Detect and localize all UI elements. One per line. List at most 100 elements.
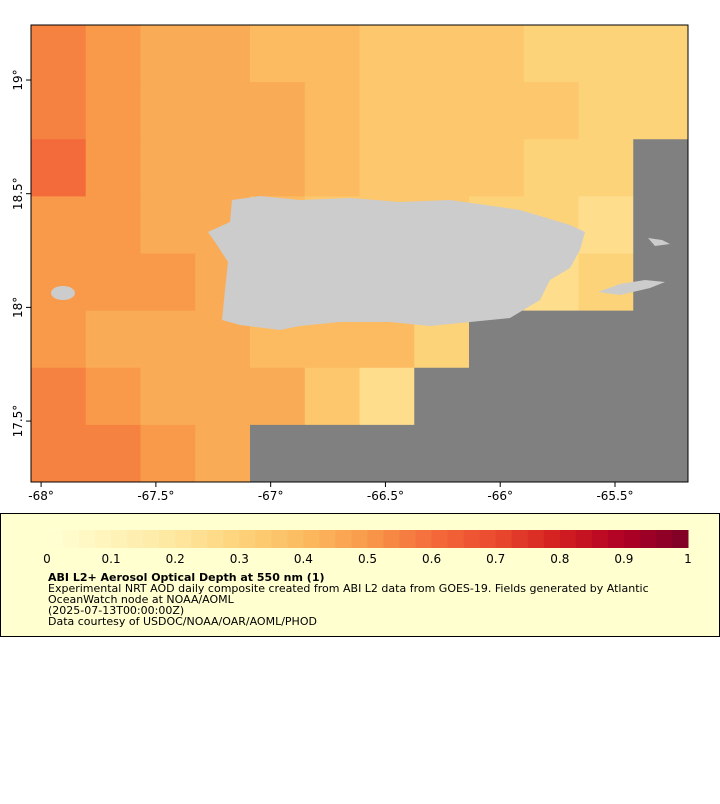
colorbar-step [239, 530, 256, 548]
aod-cell [578, 253, 634, 312]
missing-cell [523, 424, 579, 483]
colorbar-step [255, 530, 272, 548]
colorbar-step [111, 530, 128, 548]
colorbar-step [591, 530, 609, 548]
colorbar-step [351, 530, 368, 548]
aod-cell [414, 25, 470, 83]
colorbar-step [463, 530, 481, 548]
legend-line: (2025-07-13T00:00:00Z) [48, 604, 184, 617]
colorbar-step [447, 530, 465, 548]
aod-cell [140, 139, 196, 197]
aod-cell [85, 253, 141, 312]
colorbar-step [527, 530, 545, 548]
aod-cell [31, 82, 87, 140]
aod-cell [578, 139, 634, 197]
colorbar-step [575, 530, 593, 548]
colorbar-step [159, 530, 176, 548]
aod-cell [140, 196, 196, 254]
culebra [648, 238, 670, 246]
colorbar-step [207, 530, 224, 548]
x-tick-label: -66° [487, 489, 513, 503]
aod-cell [140, 310, 196, 369]
legend-line: Data courtesy of USDOC/NOAA/OAR/AOML/PHO… [48, 615, 317, 628]
missing-cell [523, 367, 579, 426]
colorbar-step [335, 530, 352, 548]
colorbar-step [639, 530, 657, 548]
aod-cell [414, 82, 470, 140]
y-tick-label: 18° [11, 297, 25, 318]
x-tick-label: -67° [258, 489, 284, 503]
missing-cell [523, 310, 579, 369]
aod-cell [140, 253, 196, 312]
aod-cell [578, 25, 634, 83]
colorbar-step [671, 530, 689, 548]
aod-cell [31, 139, 87, 197]
aod-cell [414, 139, 470, 197]
aod-cell [140, 25, 196, 83]
legend-line: Experimental NRT AOD daily composite cre… [48, 582, 649, 595]
aod-cell [31, 25, 87, 83]
land [51, 196, 670, 330]
colorbar: 0 0.1 0.2 0.3 0.4 0.5 0.6 0.7 0.8 0.9 1 [43, 530, 692, 566]
colorbar-tick-label: 0.7 [486, 552, 505, 566]
x-tick-label: -68° [28, 489, 54, 503]
missing-cell [414, 367, 470, 426]
aod-cell [359, 139, 415, 197]
aod-cell [31, 196, 87, 254]
aod-cell [31, 367, 87, 426]
aod-cell [195, 367, 251, 426]
aod-cell [31, 424, 87, 483]
colorbar-tick-label: 0.3 [230, 552, 249, 566]
missing-cell [250, 424, 306, 483]
colorbar-step [127, 530, 144, 548]
aod-cell [304, 367, 360, 426]
y-tick-label: 17.5° [11, 405, 25, 438]
legend-line: OceanWatch node at NOAA/AOML [48, 593, 235, 606]
missing-cell [633, 367, 689, 426]
colorbar-step [607, 530, 625, 548]
colorbar-step [415, 530, 433, 548]
missing-cell [633, 139, 689, 197]
aod-cell [195, 25, 251, 83]
x-tick-label: -67.5° [137, 489, 174, 503]
aod-cell [359, 367, 415, 426]
aod-cell [85, 82, 141, 140]
colorbar-step [495, 530, 513, 548]
legend-title: ABI L2+ Aerosol Optical Depth at 550 nm … [48, 571, 325, 584]
aod-cell [31, 253, 87, 312]
vieques [598, 280, 665, 295]
missing-cell [469, 424, 525, 483]
colorbar-tick-label: 0.1 [102, 552, 121, 566]
missing-cell [414, 424, 470, 483]
colorbar-step [399, 530, 417, 548]
aod-cell [140, 82, 196, 140]
colorbar-step [511, 530, 529, 548]
aod-cell [304, 139, 360, 197]
colorbar-step [191, 530, 208, 548]
aod-cell [633, 82, 689, 140]
colorbar-tick-label: 0.6 [422, 552, 441, 566]
aod-cell [304, 25, 360, 83]
aod-cell [85, 139, 141, 197]
aod-cell [469, 25, 525, 83]
colorbar-step [79, 530, 96, 548]
colorbar-step [303, 530, 320, 548]
missing-cell [359, 424, 415, 483]
x-tick-label: -65.5° [596, 489, 633, 503]
aod-cell [633, 25, 689, 83]
aod-cell [523, 25, 579, 83]
colorbar-tick-label: 0.9 [614, 552, 633, 566]
aod-cell [250, 367, 306, 426]
mona-island [51, 286, 75, 300]
colorbar-step [319, 530, 336, 548]
colorbar-tick-label: 1 [684, 552, 692, 566]
aod-cell [469, 139, 525, 197]
colorbar-step [175, 530, 192, 548]
colorbar-tick-label: 0 [43, 552, 51, 566]
aod-cell [250, 82, 306, 140]
aod-cell [250, 25, 306, 83]
colorbar-step [143, 530, 160, 548]
y-tick-label: 19° [11, 69, 25, 90]
aod-cell [195, 424, 251, 483]
colorbar-step [367, 530, 385, 548]
